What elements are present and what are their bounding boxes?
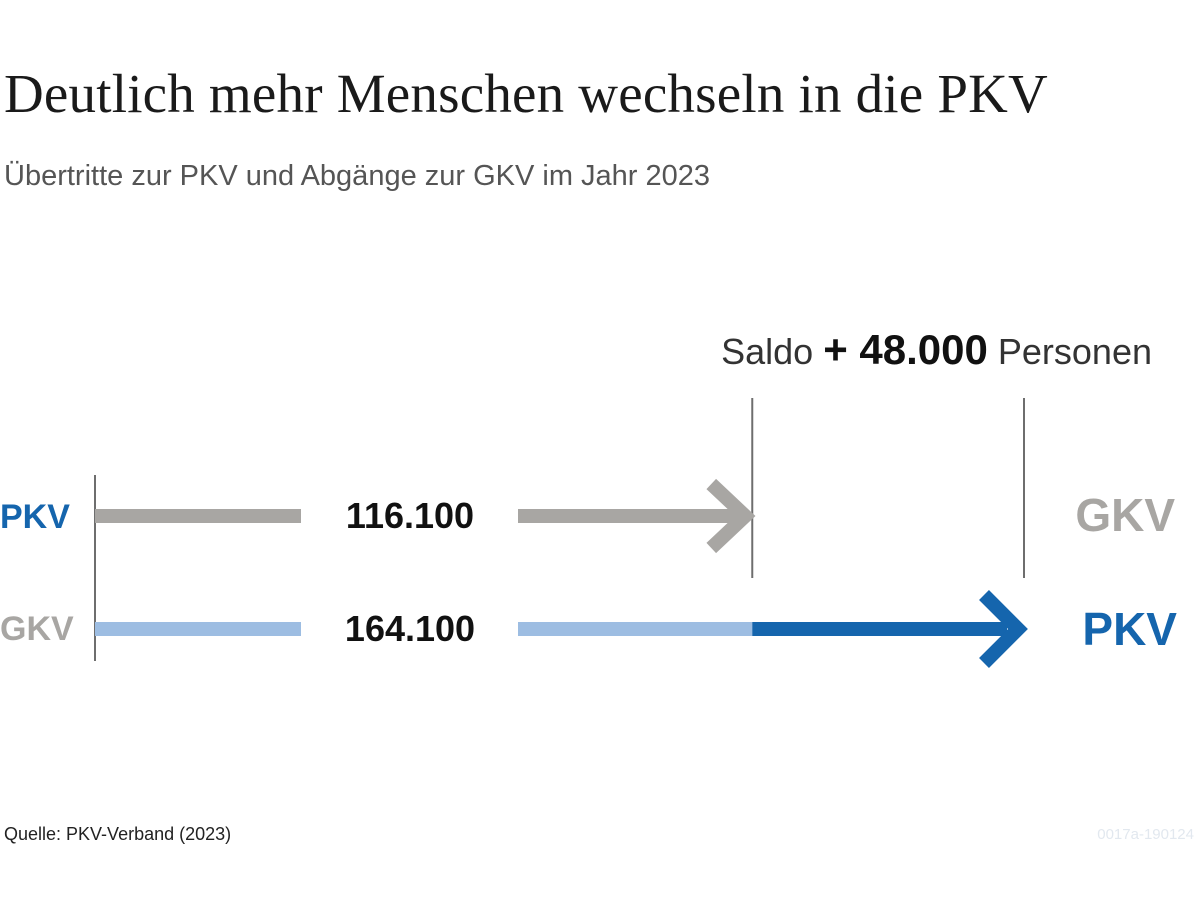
row2-from-label: GKV bbox=[0, 610, 74, 648]
row1-value-label: 116.100 bbox=[346, 495, 474, 536]
row1-from-label: PKV bbox=[0, 498, 70, 536]
row1-to-label: GKV bbox=[1075, 489, 1175, 541]
graphic-id: 0017a-190124 bbox=[1097, 826, 1194, 843]
source-note: Quelle: PKV-Verband (2023) bbox=[4, 824, 232, 844]
saldo-suffix: Personen bbox=[997, 331, 1152, 372]
row2-to-label: PKV bbox=[1082, 603, 1177, 655]
row2-bar-segment-middle bbox=[518, 622, 753, 636]
row1-arrow-head bbox=[706, 478, 756, 554]
chart-subtitle: Übertritte zur PKV und Abgänge zur GKV i… bbox=[4, 160, 711, 192]
row2-bar-segment-left bbox=[95, 622, 301, 636]
row2-arrow-head bbox=[979, 590, 1028, 668]
row1-bar-segment-left bbox=[95, 509, 301, 523]
row2-bar-net-segment bbox=[752, 622, 1007, 636]
row2-value-label: 164.100 bbox=[345, 608, 475, 649]
row1-bar-segment-right bbox=[518, 509, 745, 523]
saldo-prefix: Saldo bbox=[721, 331, 814, 372]
saldo-value: + 48.000 bbox=[823, 326, 988, 373]
saldo-label: Saldo + 48.000 Personen bbox=[721, 326, 1152, 374]
chart-title: Deutlich mehr Menschen wechseln in die P… bbox=[4, 63, 1048, 124]
